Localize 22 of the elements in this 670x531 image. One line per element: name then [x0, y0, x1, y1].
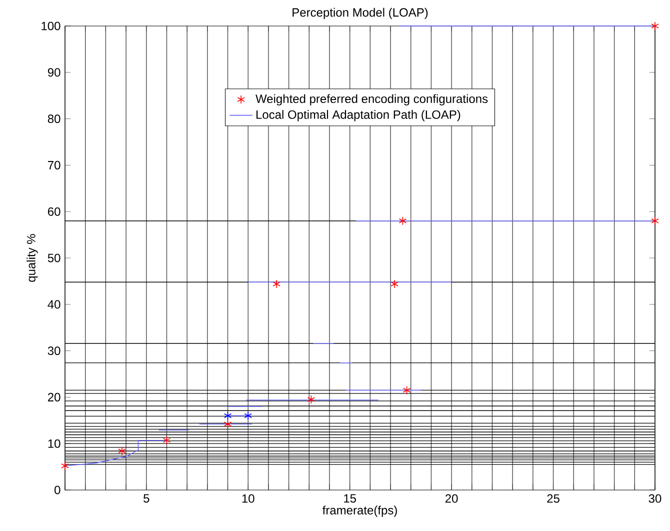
y-tick-label: 0 [54, 486, 60, 494]
y-tick-label: 80 [48, 114, 60, 124]
legend-label: Local Optimal Adaptation Path (LOAP) [256, 110, 460, 122]
x-tick-label: 15 [344, 494, 356, 503]
x-tick-label: 20 [445, 494, 458, 503]
y-axis-title: quality % [26, 234, 38, 282]
x-axis-title: framerate(fps) [322, 506, 397, 517]
y-tick-label: 10 [48, 439, 60, 448]
legend-label: Weighted preferred encoding configurations [256, 94, 488, 106]
x-tick-label: 10 [242, 494, 254, 503]
y-tick-label: 100 [42, 22, 60, 30]
y-tick-label: 50 [48, 254, 60, 262]
x-tick-label: 25 [547, 494, 560, 503]
chart-title: Perception Model (LOAP) [292, 8, 428, 20]
y-tick-label: 40 [48, 300, 60, 309]
y-tick-label: 70 [48, 160, 60, 170]
y-tick-label: 20 [48, 392, 60, 402]
y-tick-label: 90 [48, 68, 60, 77]
x-tick-label: 30 [648, 494, 662, 503]
y-tick-label: 60 [48, 207, 60, 216]
y-tick-label: 30 [48, 346, 60, 356]
x-tick-label: 5 [144, 494, 150, 503]
